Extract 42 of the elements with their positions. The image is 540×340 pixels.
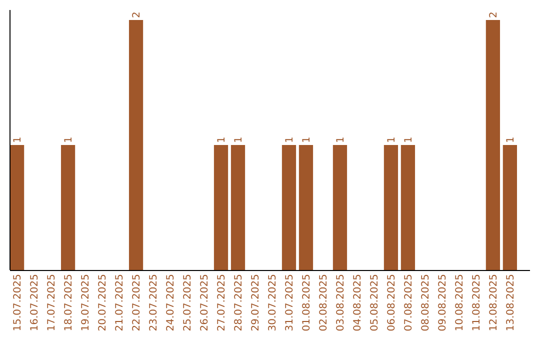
x-tick-label: 16.07.2025 <box>30 274 41 332</box>
x-tick-label: 30.07.2025 <box>268 274 278 332</box>
x-tick-label: 05.08.2025 <box>369 274 380 332</box>
x-tick-label: 08.08.2025 <box>420 274 432 332</box>
x-tick-label: 20.07.2025 <box>98 274 109 332</box>
data-label: 1 <box>403 136 414 143</box>
x-tick-label: 29.07.2025 <box>250 274 262 332</box>
x-tick-label: 25.07.2025 <box>182 274 194 332</box>
x-tick-label: 10.08.2025 <box>454 274 466 332</box>
data-label: 1 <box>12 136 24 143</box>
x-tick-label: 23.07.2025 <box>148 274 160 332</box>
data-label: 1 <box>216 136 228 143</box>
x-tick-label: 22.07.2025 <box>132 274 143 332</box>
x-tick-label: 15.07.2025 <box>12 274 24 332</box>
x-tick-label: 24.07.2025 <box>166 274 177 332</box>
data-label: 1 <box>234 136 245 143</box>
data-label: 1 <box>386 136 398 143</box>
x-tick-label: 11.08.2025 <box>471 274 482 332</box>
x-tick-label: 31.07.2025 <box>284 274 296 332</box>
x-tick-label: 18.07.2025 <box>64 274 75 332</box>
data-label: 2 <box>132 12 143 18</box>
x-tick-label: 06.08.2025 <box>386 274 398 332</box>
data-label: 1 <box>284 136 296 143</box>
x-tick-label: 03.08.2025 <box>335 274 346 332</box>
x-tick-label: 27.07.2025 <box>216 274 228 332</box>
x-tick-label: 13.08.2025 <box>505 274 516 332</box>
x-tick-label: 26.07.2025 <box>200 274 211 332</box>
x-tick-label: 07.08.2025 <box>403 274 414 332</box>
x-tick-label: 17.07.2025 <box>46 274 58 332</box>
x-tick-label: 28.07.2025 <box>234 274 245 332</box>
data-label: 1 <box>335 136 346 143</box>
data-label: 1 <box>64 136 75 143</box>
x-tick-label: 12.08.2025 <box>488 274 500 332</box>
x-tick-label: 01.08.2025 <box>301 274 312 332</box>
x-tick-label: 09.08.2025 <box>437 274 448 332</box>
x-tick-label: 04.08.2025 <box>352 274 364 332</box>
data-label: 2 <box>488 12 500 18</box>
x-tick-label: 21.07.2025 <box>114 274 126 332</box>
data-label: 1 <box>301 136 312 143</box>
x-tick-label: 19.07.2025 <box>80 274 92 332</box>
x-tick-label: 02.08.2025 <box>318 274 330 332</box>
data-label: 1 <box>505 136 516 143</box>
